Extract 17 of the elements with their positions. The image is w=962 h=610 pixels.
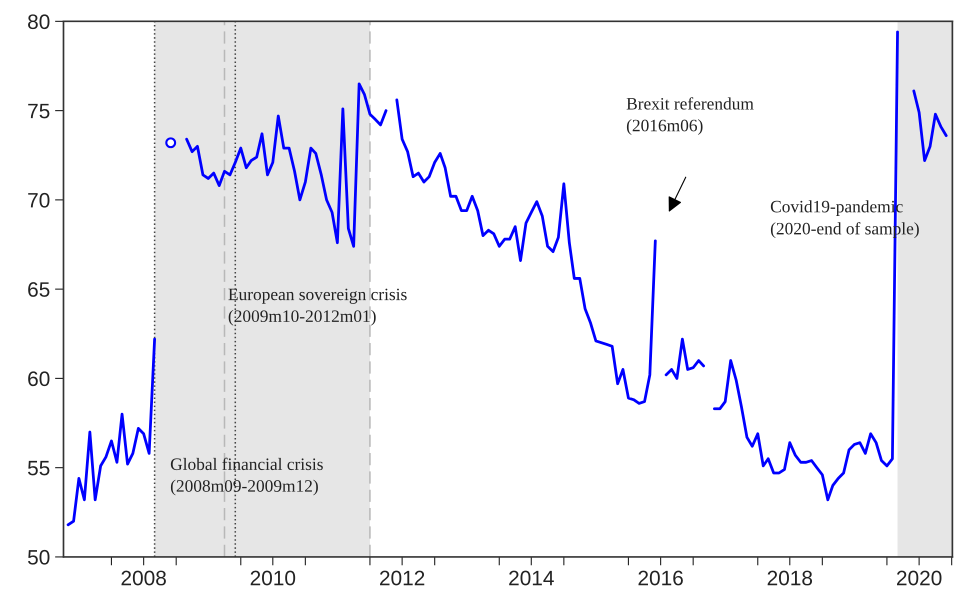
y-tick-label: 55 — [28, 460, 50, 476]
y-tick-label: 70 — [28, 192, 50, 208]
x-tick-label: 2008 — [122, 570, 166, 586]
x-tick-label: 2014 — [509, 570, 554, 586]
x-tick-label: 2012 — [380, 570, 424, 586]
annotation: Brexit referendum (2016m06) — [626, 97, 754, 135]
y-tick-label: 50 — [28, 550, 50, 565]
annotation: European sovereign crisis (2009m10-2012m01) — [228, 288, 407, 326]
annotation: Global financial crisis (2008m09-2009m12) — [170, 458, 323, 496]
x-tick-label: 2020 — [896, 570, 942, 586]
x-tick-label: 2016 — [638, 570, 683, 586]
y-tick-label: 75 — [28, 104, 50, 118]
y-tick-label: 80 — [28, 14, 50, 30]
y-tick-label: 65 — [28, 282, 50, 297]
y-tick-label: 60 — [28, 371, 50, 386]
x-tick-label: 2018 — [768, 570, 812, 586]
x-tick-label: 2010 — [250, 570, 296, 586]
